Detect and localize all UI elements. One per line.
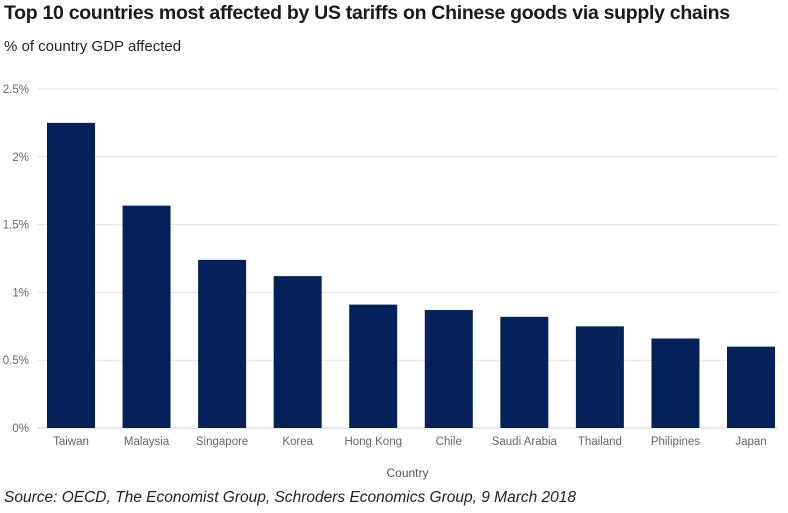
x-tick-label: Hong Kong	[344, 436, 402, 448]
bar-hong-kong	[349, 304, 398, 428]
x-tick-label: Malaysia	[124, 436, 170, 448]
y-tick-label: 0.5%	[3, 355, 29, 367]
y-axis-ticks: 0% 0.5% 1% 1.5% 2% 2.5%	[3, 84, 29, 435]
bar-japan	[727, 346, 775, 428]
y-tick-label: 1%	[12, 287, 29, 299]
y-tick-label: 1.5%	[3, 220, 29, 232]
x-tick-label: Thailand	[578, 436, 622, 448]
x-tick-label: Singapore	[196, 436, 248, 448]
y-tick-label: 0%	[12, 423, 29, 435]
bar-chart: 0% 0.5% 1% 1.5% 2% 2.5% Taiwan Malaysia Singapo…	[3, 84, 778, 480]
x-tick-label: Saudi Arabia	[492, 436, 558, 448]
bar-philipines	[651, 338, 700, 428]
bar-taiwan	[47, 122, 95, 429]
chart-title: Top 10 countries most affected by US tar…	[4, 2, 730, 24]
x-tick-label: Japan	[735, 436, 766, 448]
x-tick-label: Taiwan	[53, 436, 89, 448]
x-axis-title: Country	[386, 466, 428, 480]
bar-chile	[424, 310, 473, 428]
x-tick-label: Chile	[436, 436, 462, 448]
x-tick-label: Korea	[282, 436, 313, 448]
bars	[47, 122, 775, 429]
y-tick-label: 2.5%	[3, 84, 29, 96]
x-tick-label: Philipines	[651, 436, 700, 448]
bar-korea	[273, 276, 322, 428]
y-tick-label: 2%	[12, 152, 29, 164]
bar-malaysia	[122, 205, 171, 428]
chart-source: Source: OECD, The Economist Group, Schro…	[4, 489, 577, 506]
bar-thailand	[575, 326, 624, 428]
chart-subtitle: % of country GDP affected	[4, 38, 182, 55]
bar-saudi-arabia	[500, 316, 549, 428]
bar-singapore	[198, 259, 247, 428]
x-axis-ticks: Taiwan Malaysia Singapore Korea Hong Kong Chi…	[53, 436, 767, 448]
